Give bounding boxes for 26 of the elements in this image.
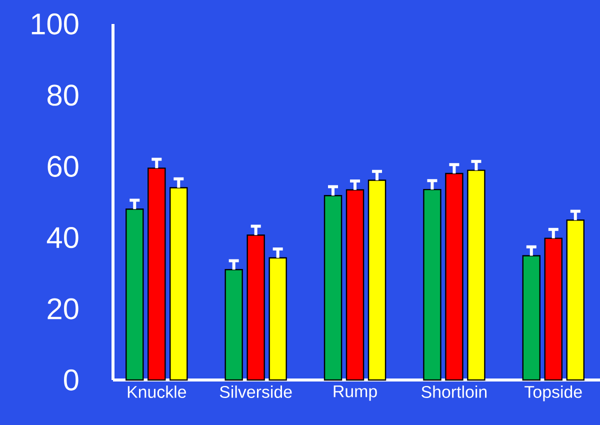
bar <box>324 194 342 381</box>
y-tick-label: 0 <box>64 369 78 391</box>
bar <box>522 255 540 381</box>
bar <box>268 257 287 381</box>
x-tick-label: Silverside <box>220 386 292 398</box>
bar <box>566 220 584 381</box>
bar <box>467 170 486 381</box>
bar <box>246 234 265 381</box>
x-tick-label: Shortloin <box>422 386 487 398</box>
bar <box>445 172 464 381</box>
bar <box>148 168 166 381</box>
bar <box>423 188 442 381</box>
y-tick-label: 40 <box>46 227 78 248</box>
x-tick-label: Topside <box>524 386 582 402</box>
bar <box>346 189 364 381</box>
x-tick-label: Knuckle <box>128 386 186 398</box>
bar <box>224 269 243 381</box>
bar <box>126 208 144 381</box>
y-tick-label: 80 <box>48 84 78 106</box>
y-tick-label: 60 <box>48 156 78 177</box>
bar <box>544 238 562 381</box>
y-tick-label: 100 <box>32 13 78 35</box>
bar <box>170 187 188 381</box>
y-tick-label: 20 <box>48 298 78 320</box>
bar <box>368 180 386 381</box>
x-tick-label: Rump <box>334 386 377 401</box>
